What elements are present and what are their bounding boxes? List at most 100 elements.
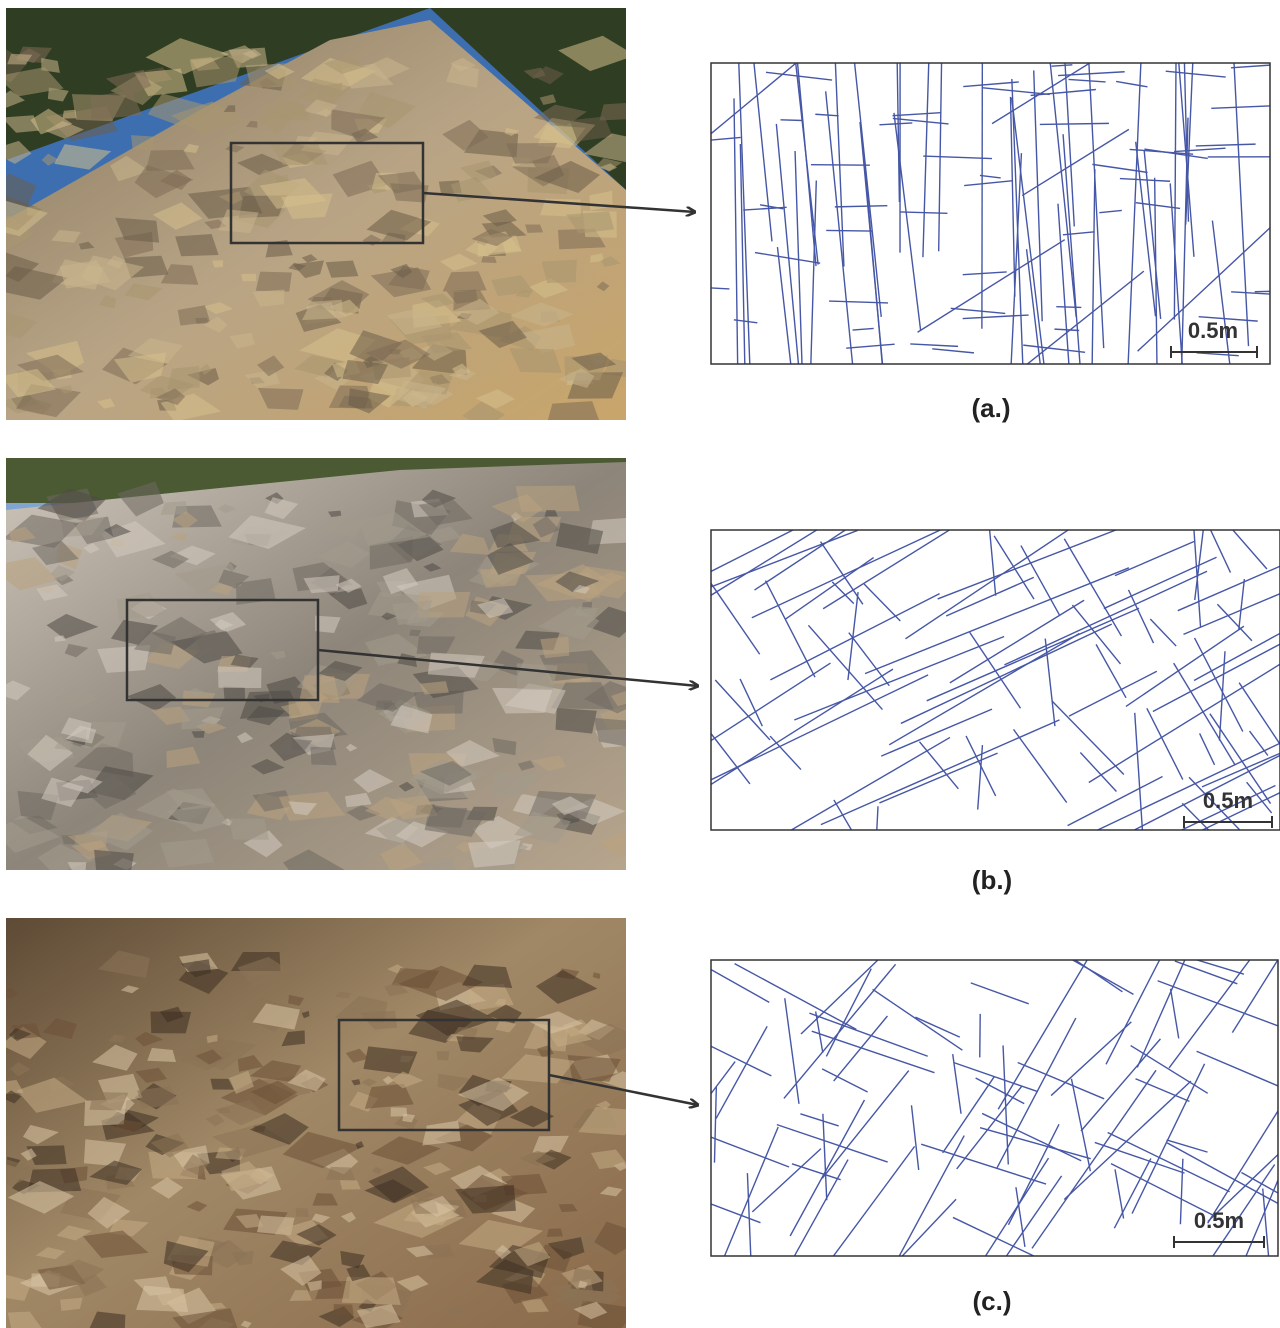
fracture <box>1200 733 1215 764</box>
fracture <box>1032 1070 1156 1248</box>
fracture <box>1250 731 1268 755</box>
fracture <box>823 1114 827 1200</box>
fracture <box>997 1018 1076 1168</box>
fracture <box>676 1029 771 1076</box>
fracture <box>1186 0 1198 225</box>
fracture <box>750 1160 849 1328</box>
fracture <box>900 212 948 213</box>
fracture <box>623 499 855 616</box>
fracture <box>964 181 1013 186</box>
fracture <box>1004 571 1207 665</box>
fracture <box>1166 71 1226 77</box>
fracture <box>777 1125 888 1162</box>
fracture <box>881 709 992 756</box>
rock-texture <box>241 274 256 281</box>
panel-label: (a.) <box>972 393 1011 423</box>
scale-label: 0.5m <box>1188 318 1238 343</box>
fracture <box>963 82 1019 87</box>
fracture <box>1202 747 1280 787</box>
fracture <box>680 737 950 895</box>
rock-texture <box>342 1277 401 1305</box>
fracture <box>826 230 872 231</box>
fracture <box>982 0 983 329</box>
fracture <box>716 1026 767 1118</box>
rock-texture <box>131 135 154 150</box>
fracture <box>1150 619 1176 646</box>
fracture <box>1034 70 1042 321</box>
fracture <box>1217 604 1252 640</box>
rock-texture <box>599 103 639 121</box>
fracture <box>1180 118 1188 448</box>
rock-texture <box>541 259 576 283</box>
rock-texture <box>517 663 558 690</box>
fracture <box>943 1076 995 1152</box>
fracture <box>1175 961 1237 984</box>
rock-texture <box>175 234 218 256</box>
fracture <box>1068 777 1163 826</box>
fracture <box>643 669 893 827</box>
panel-label: (c.) <box>973 1286 1012 1316</box>
rock-texture <box>555 708 596 734</box>
fracture <box>1016 928 1133 994</box>
fracture <box>992 44 1120 123</box>
fracture <box>1132 1064 1204 1214</box>
fracture <box>770 736 801 770</box>
rock-texture <box>547 1228 563 1237</box>
fracture <box>703 1134 789 1167</box>
fracture <box>794 637 1004 720</box>
fracture <box>1128 52 1142 372</box>
fracture <box>1040 123 1109 124</box>
fracture <box>715 680 770 740</box>
fracture <box>860 122 885 391</box>
fracture <box>645 486 888 636</box>
fracture <box>822 1069 867 1092</box>
rock-texture <box>151 1012 192 1034</box>
fracture <box>1195 510 1206 600</box>
scale-label: 0.5m <box>1194 1208 1244 1233</box>
fracture <box>976 1078 1025 1104</box>
fracture <box>1197 1051 1280 1103</box>
fracture <box>865 568 1129 674</box>
fracture-traces <box>676 912 1280 1328</box>
fracture <box>1080 752 1116 791</box>
fracture <box>1056 307 1081 308</box>
fracture <box>786 1146 914 1319</box>
fracture <box>1131 1046 1208 1094</box>
rock-texture <box>516 486 580 512</box>
scale-label: 0.5m <box>1203 788 1253 813</box>
fracture <box>776 124 806 452</box>
fracture <box>1137 939 1194 1068</box>
fracture <box>1255 291 1280 292</box>
fracture <box>896 15 899 202</box>
fracture <box>954 1063 1038 1092</box>
fracture <box>1169 937 1267 1068</box>
fracture <box>1052 65 1073 66</box>
fracture <box>982 1113 1081 1160</box>
fracture <box>932 349 974 353</box>
fracture <box>780 120 803 121</box>
fracture <box>946 577 1034 616</box>
fracture <box>821 720 1060 825</box>
rock-texture <box>223 686 245 699</box>
fracture <box>1115 541 1194 575</box>
fracture <box>911 1105 918 1170</box>
fracture <box>1183 956 1244 975</box>
fracture <box>1108 1132 1230 1191</box>
photo <box>0 918 648 1328</box>
fracture <box>1211 106 1269 108</box>
rock-texture <box>67 862 86 871</box>
fracture <box>963 315 1029 319</box>
rock-texture <box>468 840 521 867</box>
fracture <box>963 272 1007 275</box>
rock-texture <box>525 225 543 233</box>
fracture <box>1171 989 1179 1039</box>
fracture <box>1081 1039 1160 1131</box>
fracture <box>714 1087 716 1163</box>
fracture <box>980 1128 1091 1159</box>
fracture <box>1088 38 1104 349</box>
fracture <box>1031 89 1096 95</box>
fracture <box>894 113 921 331</box>
fracture <box>755 253 820 264</box>
fracture <box>921 1144 1046 1184</box>
fracture <box>734 98 738 385</box>
